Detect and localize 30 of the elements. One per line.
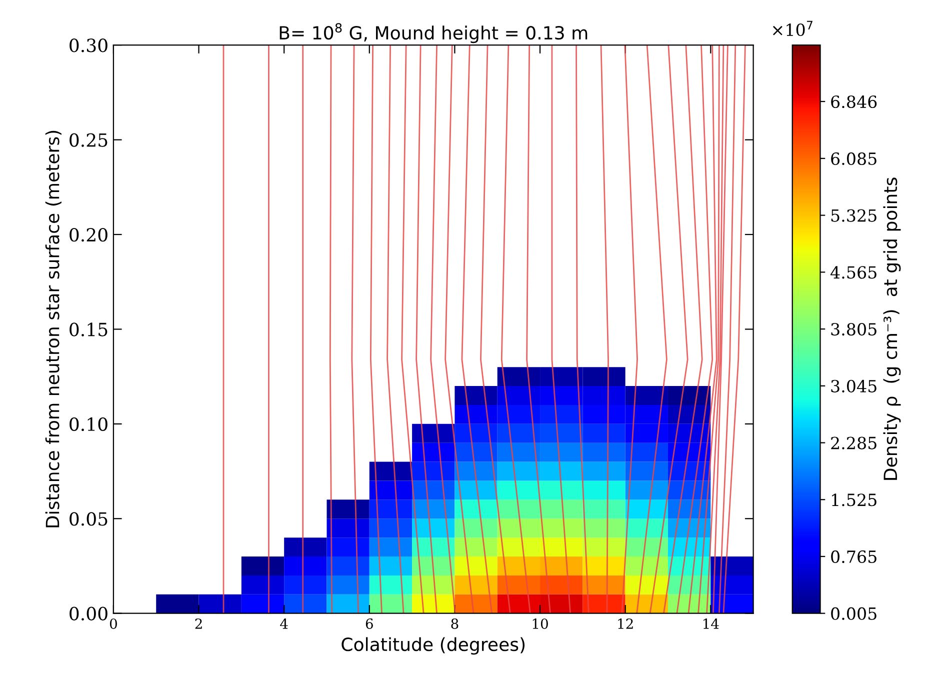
color-bar-label: 2.285	[831, 436, 876, 450]
color-bar-label: 1.525	[832, 494, 876, 506]
y-tick-label: 0.00	[70, 606, 108, 620]
y-tick-label: 0.20	[70, 228, 108, 242]
color-bar-title: Density ρ (g cm⁻³) at grid points	[883, 178, 901, 480]
text: ×10$^{7}$	[772, 20, 812, 36]
color-bar-label: 4.565	[830, 266, 876, 279]
y-axis-title: Distance from neutron star surface (meters)	[45, 130, 62, 528]
x-axis-title: Colatitude (degrees)	[342, 637, 525, 655]
y-tick-label: 0.05	[70, 512, 108, 526]
x-tick-label: 14	[704, 618, 719, 629]
color-bar-label: 6.846	[831, 95, 877, 108]
x-tick-label: 12	[618, 618, 633, 629]
color-bar-label: 5.325	[831, 209, 876, 222]
color-bar-label: 6.085	[831, 152, 876, 165]
x-tick-label: 0	[110, 618, 117, 629]
color-bar-label: 0.005	[831, 607, 876, 620]
color-bar-label: 3.805	[831, 322, 876, 336]
color-bar-label: 0.765	[831, 550, 876, 564]
x-tick-label: 4	[280, 618, 288, 629]
chart-title: B= 10$^{8}$ G, Mound height = 0.13 m	[280, 23, 588, 44]
y-tick-label: 0.15	[70, 322, 108, 336]
color-bar-label: 3.045	[831, 380, 876, 392]
y-tick-label: 0.25	[70, 133, 108, 147]
x-tick-label: 6	[366, 618, 373, 629]
x-tick-label: 10	[532, 618, 548, 629]
x-tick-label: 8	[451, 618, 458, 629]
x-tick-label: 2	[195, 618, 202, 629]
y-tick-label: 0.10	[70, 417, 108, 432]
y-tick-label: 0.30	[70, 38, 108, 52]
